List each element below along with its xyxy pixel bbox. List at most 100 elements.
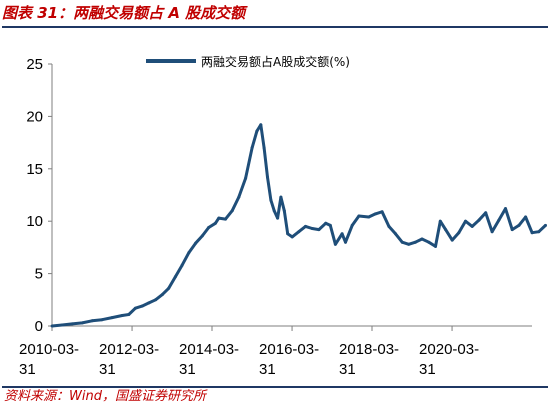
data-point [310,227,314,230]
x-tick-label-line2: 31 [19,361,36,378]
data-point [333,242,337,246]
data-point [262,146,266,150]
data-point [272,209,276,213]
data-point [194,241,198,245]
data-point [510,228,514,232]
data-point [80,321,84,325]
chart-axes: 0 5 10 15 20 25 2010-03- 31 2012-03- 31 2014-03- 31… [19,56,532,378]
data-point [266,175,269,179]
x-tick-label-line2: 31 [339,361,356,378]
data-point [517,223,521,227]
data-point [380,210,384,214]
data-point [224,217,227,221]
y-tick-label: 25 [26,56,43,73]
data-point [213,221,217,225]
x-tick-label: 2010-03- [19,341,79,358]
data-point [90,319,94,323]
chart: 0 5 10 15 20 25 2010-03- 31 2012-03- 31 2014-03- 31… [19,54,547,378]
data-point [420,237,424,241]
data-point [407,242,411,246]
data-point [344,240,347,244]
data-point [438,219,442,223]
data-point [100,318,104,322]
data-point [147,301,151,305]
y-tick-label: 15 [26,161,43,178]
data-point [504,207,507,211]
data-point [290,235,294,239]
source-note: 资料来源：Wind，国盛证券研究所 [4,389,206,404]
data-point [544,223,547,227]
data-point [120,314,124,317]
figure-title: 图表 31：两融交易额占 A 股成交额 [2,4,246,22]
data-point [207,226,211,229]
y-tick-label: 10 [26,213,43,230]
data-point [127,313,131,316]
x-tick-label: 2018-03- [339,341,399,358]
y-tick-label: 0 [35,318,43,335]
x-tick-label: 2012-03- [99,341,159,358]
data-point [470,224,474,228]
figure-title-bar: 图表 31：两融交易额占 A 股成交额 [2,2,548,28]
x-tick-label-line2: 31 [259,361,276,378]
data-point [444,228,448,232]
data-point [413,240,417,244]
data-point [387,224,391,228]
data-point [180,263,184,267]
data-point [230,209,234,213]
data-point [477,218,481,222]
data-point [276,216,280,220]
data-point [490,230,494,234]
data-point [350,223,354,227]
data-point [269,198,273,202]
data-point [60,323,64,327]
data-point [497,218,501,222]
data-point [340,232,344,236]
x-tick-label-line2: 31 [179,361,196,378]
data-point [450,238,454,242]
data-point [328,223,332,227]
y-tick-label: 20 [26,108,43,125]
chart-series [50,123,547,328]
data-point [317,228,321,232]
data-point [400,240,404,244]
data-point [237,195,241,199]
data-point [457,231,461,235]
data-point [297,230,301,234]
data-point [187,251,191,255]
data-point [200,234,204,238]
data-point [250,146,254,150]
data-point [279,195,283,199]
chart-legend: 两融交易额占A股成交额(%) [146,54,350,69]
data-point [133,306,137,310]
x-tick-label-line2: 31 [419,361,436,378]
data-point [427,240,431,244]
data-point [357,214,361,218]
x-tick-label: 2020-03- [419,341,479,358]
data-point [324,221,328,225]
data-point [255,129,259,133]
data-point [217,216,221,220]
data-point [434,244,437,248]
x-tick-label: 2016-03- [259,341,319,358]
data-point [524,215,528,219]
data-point [537,230,541,234]
data-point [110,316,114,320]
data-point [530,231,534,235]
data-point [154,298,158,302]
data-point [70,322,74,326]
data-point [244,176,248,180]
data-point [50,324,54,328]
data-point [282,209,286,213]
legend-label: 两融交易额占A股成交额(%) [201,54,350,69]
data-point [394,232,397,236]
y-tick-label: 5 [35,266,43,283]
data-point [464,219,467,223]
data-point [304,224,307,228]
data-point [140,304,144,308]
data-point [167,286,171,290]
data-point [373,212,377,216]
x-tick-label-line2: 31 [99,361,116,378]
footer-rule [2,386,548,388]
x-tick-label: 2014-03- [179,341,239,358]
data-point [173,275,177,279]
